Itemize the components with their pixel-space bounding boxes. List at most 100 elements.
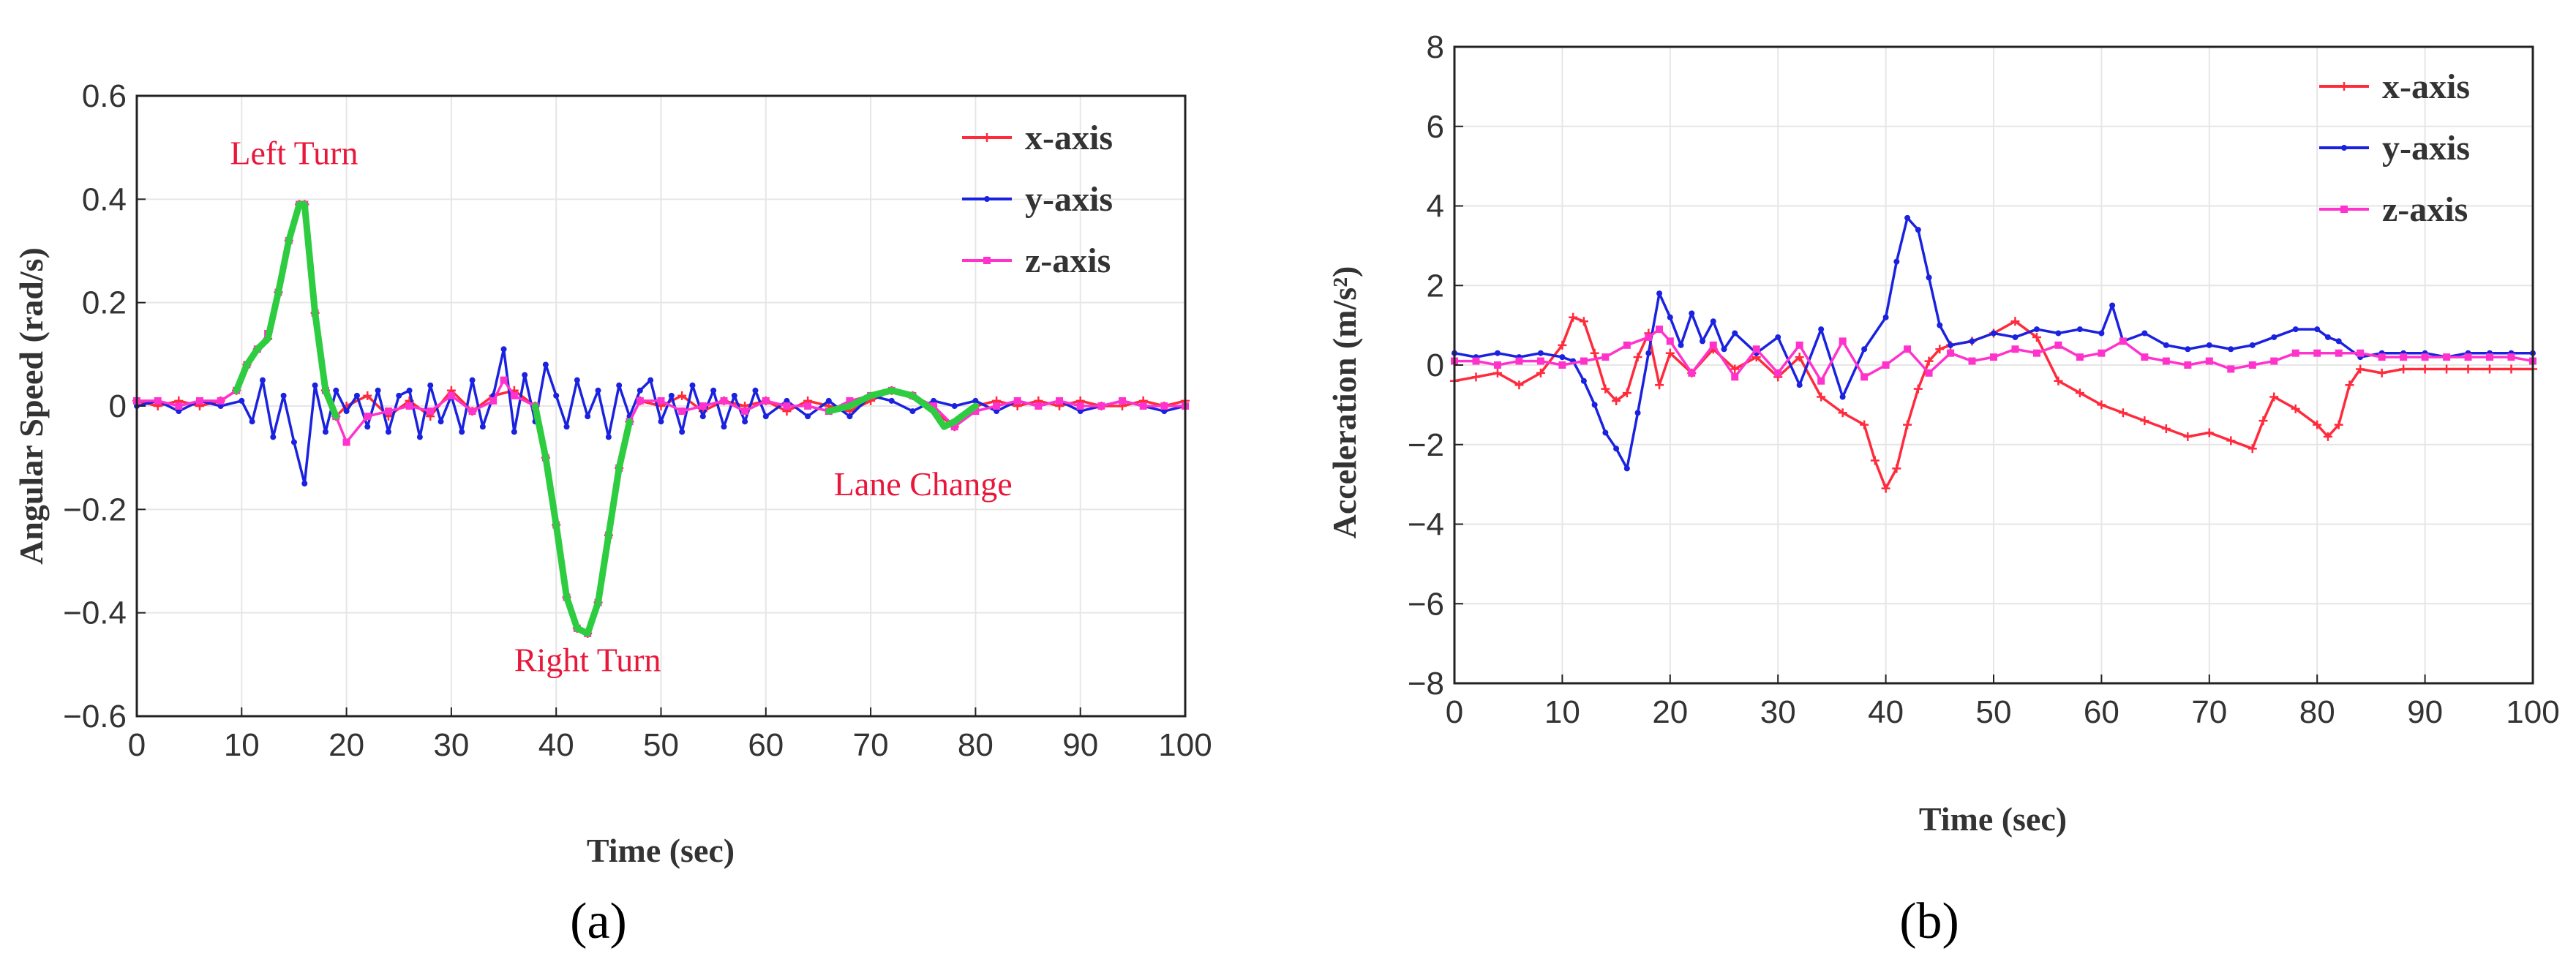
panel-b-x-axis-point: [1935, 345, 1945, 354]
panel-b-z-axis-point: [2248, 361, 2256, 369]
panel-b-z-axis-point: [1558, 361, 1566, 369]
panel-b-z-axis-point: [1752, 345, 1760, 353]
panel-b-y-axis-point: [1732, 330, 1738, 337]
panel-b-x-axis-point: [2442, 364, 2452, 374]
panel-b-x-axis-point: [1536, 368, 1545, 377]
panel-b-y-axis-point: [2228, 346, 2234, 353]
panel-a-z-axis-point: [720, 397, 728, 405]
panel-b-y-axis-point: [1613, 446, 1620, 452]
panel-b-series: [1450, 214, 2537, 493]
panel-b-z-axis-point: [2313, 349, 2321, 357]
panel-b-y-axis-point: [1667, 314, 1673, 320]
panel-b-x-axis-point: [2183, 432, 2193, 441]
panel-b-z-axis-point: [1656, 326, 1664, 334]
panel-b-z-axis-point: [2335, 349, 2343, 357]
panel-b-y-axis-point: [1634, 410, 1641, 416]
panel-a-y-axis-point: [679, 429, 686, 435]
panel-b-x-tick-label: 60: [2084, 694, 2119, 730]
panel-a-y-axis-point: [459, 429, 465, 435]
panel-a-y-axis-point: [805, 413, 811, 420]
panel-a-y-axis-point: [416, 434, 423, 440]
panel-b-x-axis-point: [2485, 364, 2495, 374]
panel-a-y-tick-label: −0.2: [63, 492, 127, 527]
panel-b-x-axis-point: [2010, 317, 2020, 326]
panel-a-legend: x-axis y-axis z-axis: [962, 119, 1113, 280]
panel-a-z-axis-point: [762, 397, 770, 405]
panel-b-series-z-axis: [1451, 326, 2536, 385]
panel-a-x-axis-point: [677, 391, 687, 400]
panel-a-x-ticks: 0 10 20 30 40 50 60 70 80 90 100: [128, 707, 1212, 763]
panel-a-z-axis-point: [405, 402, 413, 410]
panel-a-x-tick-label: 80: [958, 727, 994, 763]
panel-a-z-axis-point: [489, 397, 497, 405]
panel-a-y-axis-point: [595, 387, 601, 394]
panel-b-z-axis-point: [2400, 353, 2408, 361]
panel-a-x-axis-point: [363, 391, 372, 400]
panel-b-y-axis-point: [2206, 342, 2212, 348]
panel-a-x-tick-label: 50: [643, 727, 679, 763]
panel-a-y-axis-point: [406, 387, 413, 394]
panel-b-x-axis-point: [2204, 428, 2214, 437]
panel-b-z-axis-point: [2270, 357, 2278, 365]
panel-b-z-axis-point: [2486, 353, 2494, 361]
panel-a-z-axis-point: [741, 407, 749, 416]
panel-b-x-tick-label: 90: [2407, 694, 2443, 730]
panel-b-x-axis-point: [1892, 464, 1901, 473]
panel-b-y-axis-point: [1915, 227, 1921, 233]
panel-b-x-tick-label: 40: [1868, 694, 1904, 730]
panel-b-y-axis-point: [2033, 326, 2040, 333]
panel-a-z-axis-point: [1013, 397, 1021, 405]
panel-b-x-axis-point: [2334, 420, 2343, 429]
panel-a-annotation: Right Turn: [514, 641, 661, 678]
panel-a-y-axis-point: [280, 392, 287, 399]
panel-b-legend-marker-y-axis: [2341, 145, 2347, 151]
panel-b-y-axis-point: [2141, 330, 2148, 337]
panel-a-x-tick-label: 0: [128, 727, 146, 763]
panel-a-z-axis-point: [1160, 402, 1168, 410]
panel-b-z-axis-point: [1472, 357, 1480, 365]
panel-a-y-axis-point: [312, 382, 318, 388]
panel-b-x-axis-point: [1817, 392, 1826, 402]
panel-b-y-axis-point: [1645, 350, 1652, 356]
panel-a-x-tick-label: 10: [224, 727, 260, 763]
panel-a-y-axis-point: [396, 392, 402, 399]
panel-b-x-axis-point: [1665, 348, 1675, 358]
panel-a-y-axis-point: [301, 481, 308, 486]
panel-a-y-axis-point: [239, 397, 245, 404]
panel-b-z-axis-point: [2205, 357, 2213, 365]
panel-a-legend-marker-y-axis: [984, 196, 990, 202]
panel-b-x-axis-point: [1558, 340, 1567, 350]
panel-a-x-tick-label: 70: [853, 727, 889, 763]
panel-a-y-tick-label: 0.6: [82, 78, 127, 114]
panel-b-y-axis-point: [1904, 214, 1911, 221]
panel-a-y-tick-label: −0.4: [63, 595, 127, 631]
panel-b-x-tick-label: 80: [2299, 694, 2335, 730]
panel-b-z-axis-point: [2421, 353, 2429, 361]
panel-a-y-axis-point: [574, 377, 580, 383]
panel-b-x-axis-point: [2269, 392, 2279, 402]
panel-b-z-axis-point: [2378, 353, 2386, 361]
panel-b-z-axis-point: [1580, 357, 1588, 365]
panel-a-y-axis-point: [500, 346, 507, 353]
panel-b-y-axis-point: [1839, 394, 1846, 400]
panel-b-x-axis-point: [2140, 416, 2149, 426]
panel-a-z-axis-point: [972, 407, 980, 416]
panel-b-x-axis-point: [1870, 456, 1880, 465]
panel-b-x-axis-point: [2377, 368, 2387, 377]
panel-a-y-axis-point: [385, 429, 391, 435]
panel-b-z-axis-point: [1623, 341, 1631, 349]
panel-b-x-axis-point: [1730, 364, 1740, 374]
panel-b-x-axis-point: [2345, 380, 2354, 390]
panel-a-z-axis-point: [1076, 402, 1084, 410]
panel-b-z-axis-point: [2184, 361, 2192, 369]
panel-b-z-axis-point: [1925, 369, 1933, 377]
panel-a-y-axis-point: [290, 439, 297, 446]
panel-a-z-axis-point: [804, 402, 812, 410]
panel-b-x-axis-point: [1838, 408, 1847, 418]
panel-a-z-axis-point: [468, 407, 476, 416]
panel-b-y-tick-label: −4: [1408, 507, 1444, 543]
panel-b-x-axis-point: [1881, 484, 1890, 493]
panel-a-y-axis-point: [668, 392, 675, 399]
panel-a-y-axis-point: [438, 418, 444, 425]
